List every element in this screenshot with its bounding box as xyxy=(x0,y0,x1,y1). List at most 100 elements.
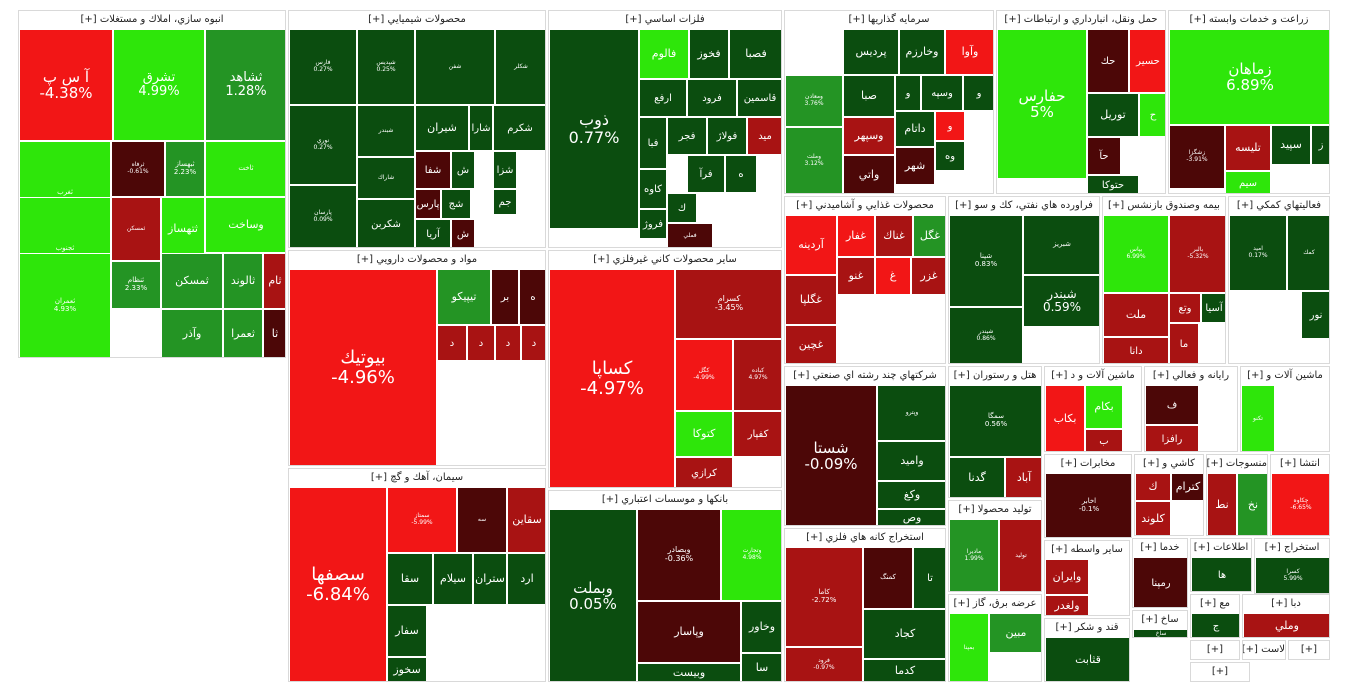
tile-اميد[interactable]: اميد 0.17% xyxy=(1229,215,1287,291)
tile-ش[interactable]: ش xyxy=(451,219,475,247)
tile-ج[interactable]: ج xyxy=(1191,613,1239,637)
tile-شكلر[interactable]: شكلر xyxy=(495,29,545,105)
tile-فصبا[interactable]: فصبا xyxy=(729,29,781,79)
sector-title[interactable]: ساير محصولات كاني غيرفلزي [+] xyxy=(549,251,781,269)
tile-ز[interactable]: ز xyxy=(1311,125,1329,165)
tile-فخوز[interactable]: فخوز xyxy=(689,29,729,79)
sector-title[interactable]: خدما [+] xyxy=(1133,539,1187,557)
tile-شهر[interactable]: شهر xyxy=(895,147,935,185)
sector-title[interactable]: انتشا [+] xyxy=(1271,455,1329,473)
sector-title[interactable]: حمل ونقل، انبارداري و ارتباطات [+] xyxy=(997,11,1165,29)
tile-غنو[interactable]: غنو xyxy=(837,257,875,295)
sector-title[interactable]: سيمان، آهك و گچ [+] xyxy=(289,469,545,487)
tile-شكرم[interactable]: شكرم xyxy=(493,105,545,151)
tile-صبا[interactable]: صبا xyxy=(843,75,895,117)
tile-فارس[interactable]: فارس 0.27% xyxy=(289,29,357,105)
tile-شبريز[interactable]: شبريز xyxy=(1023,215,1099,275)
tile-ثا[interactable]: ثا xyxy=(263,309,285,357)
tile-وبيست[interactable]: وبيست xyxy=(637,663,741,681)
tile-ساخ[interactable]: ساخ xyxy=(1133,629,1187,637)
tile-فالوم[interactable]: فالوم xyxy=(639,29,689,79)
tile-سمگا[interactable]: سمگا 0.56% xyxy=(949,385,1041,457)
tile-تكنو[interactable]: تكنو xyxy=(1241,385,1275,451)
tile-رمپنا[interactable]: رمپنا xyxy=(1133,557,1187,607)
tile-كباده[interactable]: كباده 4.97% xyxy=(733,339,781,411)
tile-شكربن[interactable]: شكربن xyxy=(357,199,415,247)
tile-كاما[interactable]: كاما -2.72% xyxy=(785,547,863,647)
tile-ثشاهد[interactable]: ثشاهد 1.28% xyxy=(205,29,285,141)
sector-title[interactable]: توليد محصولا [+] xyxy=(949,501,1041,519)
sector-title[interactable]: بانكها و موسسات اعتباري [+] xyxy=(549,491,781,509)
tile-ستران[interactable]: ستران xyxy=(473,553,507,605)
tile-شاراك[interactable]: شاراك xyxy=(357,157,415,199)
tile-و[interactable]: و xyxy=(963,75,993,111)
tile-اخابر[interactable]: اخابر -0.1% xyxy=(1045,473,1131,537)
sector-title[interactable]: قند و شكر [+] xyxy=(1045,619,1129,637)
tile-وپاسار[interactable]: وپاسار xyxy=(637,601,741,663)
tile-ذوب[interactable]: ذوب 0.77% xyxy=(549,29,639,229)
tile-وبملت[interactable]: وبملت 0.05% xyxy=(549,509,637,681)
sector-title[interactable]: فراورده هاي نفتي، كك و سو [+] xyxy=(949,197,1099,215)
tile-ك[interactable]: ك xyxy=(1135,473,1171,501)
tile-ه[interactable]: ه xyxy=(725,155,757,193)
tile-حسير[interactable]: حسير xyxy=(1129,29,1165,93)
tile-وملي[interactable]: وملي xyxy=(1243,613,1329,637)
tile-غفار[interactable]: غفار xyxy=(837,215,875,257)
tile-د[interactable]: د xyxy=(467,325,495,361)
tile-ك[interactable]: ك xyxy=(667,193,697,223)
tile-وساخت[interactable]: وساخت xyxy=(205,197,285,253)
tile-آريا[interactable]: آريا xyxy=(415,219,451,247)
tile-ثرفاه[interactable]: ثرفاه -0.61% xyxy=(111,141,165,197)
tile-كلوند[interactable]: كلوند xyxy=(1135,501,1171,535)
sector-title[interactable]: دبا [+] xyxy=(1243,595,1329,613)
tile-ومعادن[interactable]: ومعادن 3.76% xyxy=(785,75,843,127)
tile-وكغ[interactable]: وكغ xyxy=(877,481,945,509)
tile-د[interactable]: د xyxy=(521,325,545,361)
tile-نخ[interactable]: نخ xyxy=(1237,473,1267,535)
tile-وپترو[interactable]: وپترو xyxy=(877,385,945,441)
tile-ملت[interactable]: ملت xyxy=(1103,293,1169,337)
tile-زماهان[interactable]: زماهان 6.89% xyxy=(1169,29,1329,125)
tile-ب[interactable]: ب xyxy=(1085,429,1123,451)
tile-ها[interactable]: ها xyxy=(1191,557,1251,591)
tile-شبندر[interactable]: شبندر 0.59% xyxy=(1023,275,1099,327)
tile-تليسه[interactable]: تليسه xyxy=(1225,125,1271,171)
tile-ح[interactable]: ح xyxy=(1139,93,1165,137)
tile-وبصادر[interactable]: وبصادر -0.36% xyxy=(637,509,721,601)
tile-پارس[interactable]: پارس xyxy=(415,189,441,219)
tile-تيپيكو[interactable]: تيپيكو xyxy=(437,269,491,325)
sector-title[interactable]: استخراج [+] xyxy=(1255,539,1329,557)
tile-وتجارت[interactable]: وتجارت 4.98% xyxy=(721,509,781,601)
tile-آردينه[interactable]: آردينه xyxy=(785,215,837,275)
sector-title[interactable]: منسوجات [+] xyxy=(1207,455,1267,473)
sector-title[interactable]: هتل و رستوران [+] xyxy=(949,367,1041,385)
sector-title[interactable]: كاشي و [+] xyxy=(1135,455,1203,473)
tile-آباد[interactable]: آباد xyxy=(1005,457,1041,497)
sector-title[interactable]: [+] xyxy=(1191,641,1239,659)
tile-ف[interactable]: ف xyxy=(1145,385,1199,425)
tile-وسپه[interactable]: وسپه xyxy=(921,75,963,111)
tile-ثعمران[interactable]: ثعمران 4.93% xyxy=(19,253,111,357)
sector-title[interactable]: ماشين آلات و د [+] xyxy=(1045,367,1141,385)
tile-كمنگ[interactable]: كمنگ xyxy=(863,547,913,609)
tile-سه[interactable]: سه xyxy=(457,487,507,553)
tile-غچين[interactable]: غچين xyxy=(785,325,837,363)
sector-title[interactable]: بيمه وصندوق بازنشس [+] xyxy=(1103,197,1225,215)
tile-فروژ[interactable]: فروژ xyxy=(639,209,667,239)
sector-title[interactable]: محصولات شيميايي [+] xyxy=(289,11,545,29)
tile-دانا[interactable]: دانا xyxy=(1103,337,1169,363)
tile-نط[interactable]: نط xyxy=(1207,473,1237,535)
tile-كدما[interactable]: كدما xyxy=(863,659,945,681)
tile-كسرا[interactable]: كسرا 5.99% xyxy=(1255,557,1329,593)
tile-ثبهساز[interactable]: ثبهساز 2.23% xyxy=(165,141,205,197)
tile-غناك[interactable]: غناك xyxy=(875,215,913,257)
tile-شبندر[interactable]: شبندر xyxy=(357,105,415,157)
tile-د[interactable]: د xyxy=(437,325,467,361)
tile-كساپا[interactable]: كساپا -4.97% xyxy=(549,269,675,487)
tile-سفار[interactable]: سفار xyxy=(387,605,427,657)
tile-كرازي[interactable]: كرازي xyxy=(675,457,733,487)
tile-زشگزا[interactable]: زشگزا -3.91% xyxy=(1169,125,1225,189)
tile-سقا[interactable]: سقا xyxy=(387,553,433,605)
sector-title[interactable]: زراعت و خدمات وابسته [+] xyxy=(1169,11,1329,29)
sector-title[interactable]: [+] xyxy=(1289,641,1329,659)
